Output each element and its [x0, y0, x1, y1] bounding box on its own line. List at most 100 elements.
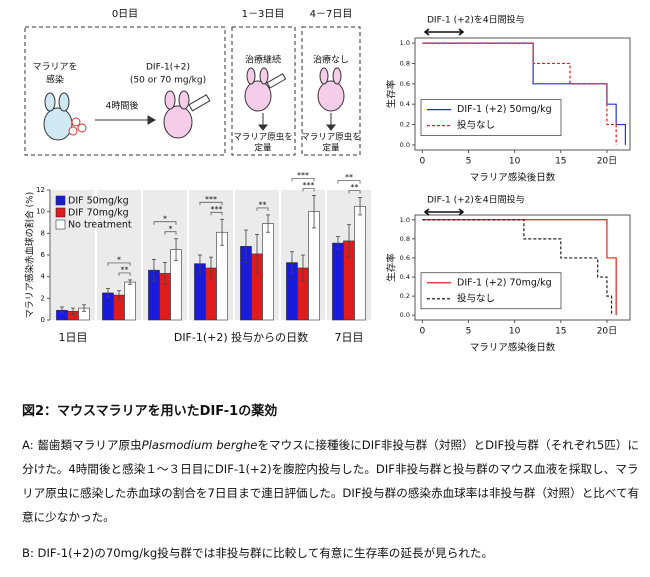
sig-bracket [199, 201, 223, 206]
x-tick-label: 0 [420, 327, 426, 337]
label: 治療継続 [245, 54, 281, 66]
survival-line [422, 219, 617, 316]
x-tick-label: 7日目 [335, 331, 364, 344]
sig-bracket [256, 207, 269, 211]
day-label: 4－7日目 [310, 9, 353, 20]
y-tick-label: 10 [36, 208, 45, 216]
sig-bracket [291, 178, 315, 182]
y-tick-label: 0.2 [400, 121, 410, 129]
paragraph-a: A: 齧歯類マラリア原虫Plasmodium bergheをマウスに接種後にDI… [22, 433, 640, 529]
legend-label: No treatment [68, 220, 132, 231]
y-tick-label: 1.0 [400, 39, 410, 47]
box-day13 [231, 26, 296, 156]
x-tick-label: 10 [509, 327, 521, 337]
y-tick-label: 8 [41, 229, 45, 237]
y-tick-label: 0.4 [400, 100, 410, 108]
error-bar [163, 262, 167, 285]
box-day0 [24, 26, 226, 156]
paragraph-b: B: DIF-1(+2)の70mg/kg投与群では非投与群に比較して有意に生存率… [22, 546, 494, 560]
sig-label: ** [345, 173, 353, 182]
legend-box [420, 272, 562, 310]
bar [124, 281, 136, 321]
error-bar [71, 307, 75, 315]
y-tick-label: 6 [41, 251, 46, 259]
y-tick-label: 0.2 [400, 292, 410, 300]
sig-bracket [118, 272, 131, 276]
label: 感染 [46, 74, 64, 86]
sig-bracket [164, 231, 177, 235]
sig-label: * [117, 255, 121, 264]
sig-bracket [153, 221, 177, 225]
legend-swatch [55, 219, 66, 230]
sig-label: * [169, 224, 173, 233]
error-bar [255, 234, 259, 274]
x-tick-label: 1日目 [59, 331, 88, 344]
label: DIF-1(+2) [146, 63, 190, 73]
legend-label: DIF-1 (+2) 70mg/kg [457, 277, 552, 288]
annotation: DIF-1 (+2)を4日間投与 [427, 194, 525, 206]
plot-frame [414, 37, 631, 151]
y-tick-label: 0.4 [400, 273, 410, 281]
x-tick-label: 0 [420, 157, 426, 167]
error-bar [289, 251, 294, 274]
text: をマウスに接種後にDIF非投与群（対照）とDIF投与群（それぞれ5匹）に分けた。… [22, 438, 640, 524]
annotation-arrow [423, 208, 465, 216]
annotation: DIF-1 (+2)を4日間投与 [427, 14, 525, 26]
label: マラリア原虫を [301, 132, 361, 143]
error-bar [335, 236, 340, 250]
y-axis-label: マラリア感染赤血球の割合 (%) [24, 192, 36, 318]
label: (50 or 70 mg/kg) [130, 76, 206, 86]
label: マラリア原虫を [233, 132, 293, 143]
x-tick-label: 5 [466, 157, 472, 167]
sig-bracket [348, 190, 361, 194]
x-axis-label: マラリア感染後日数 [470, 172, 556, 184]
day-label: 1－3日目 [242, 9, 285, 20]
error-bar [266, 214, 271, 233]
legend-label: 投与なし [457, 292, 495, 304]
x-axis-label: DIF-1(+2) 投与からの日数 [174, 330, 308, 344]
y-tick-label: 0.0 [400, 141, 410, 149]
figure: 0日目 1－3日目 4－7日目 マラリアを 感染 4時間後 DIF-1(+2) … [24, 9, 631, 354]
y-tick-label: 0.6 [400, 80, 410, 88]
y-tick-label: 4 [41, 273, 46, 281]
legend-swatch [55, 195, 66, 206]
y-tick-label: 0.8 [400, 235, 410, 243]
y-tick-label: 2 [41, 294, 45, 302]
x-tick-label: 10 [509, 157, 521, 167]
legend-swatch [55, 207, 66, 218]
error-bar [105, 288, 110, 298]
sig-label: ** [121, 265, 129, 274]
sig-bracket [210, 211, 223, 216]
sig-label: *** [205, 195, 217, 204]
y-tick-label: 12 [36, 186, 45, 194]
legend-label: DIF 70mg/kg [68, 208, 129, 219]
x-tick-label: 20日 [597, 326, 617, 337]
error-bar [243, 229, 248, 263]
error-bar [312, 195, 317, 229]
error-bar [128, 279, 133, 285]
y-tick-label: 0.6 [400, 254, 410, 262]
legend-label: DIF 50mg/kg [68, 196, 129, 207]
error-bar [347, 224, 351, 258]
sig-bracket [302, 188, 315, 192]
y-axis-label: 生存率 [386, 253, 398, 282]
sig-label: ** [351, 183, 359, 192]
error-bar [82, 304, 87, 312]
label: 定量 [322, 143, 340, 154]
y-axis-label: 生存率 [386, 79, 398, 108]
bar [332, 242, 344, 321]
sig-bracket [107, 262, 131, 266]
mouse-treated [163, 67, 345, 139]
x-axis-label: マラリア感染後日数 [470, 342, 556, 354]
caption-title: 図2：マウスマラリアを用いたDIF-1の薬効 [22, 404, 278, 419]
species: Plasmodium berghe [141, 438, 258, 452]
label: 定量 [254, 143, 272, 154]
caption: 図2：マウスマラリアを用いたDIF-1の薬効 A: 齧歯類マラリア原虫Plasm… [22, 400, 640, 577]
plot-frame [414, 214, 631, 321]
label: 治療なし [313, 54, 349, 66]
sig-label: *** [211, 205, 223, 214]
error-bar [59, 306, 64, 314]
error-bar [174, 238, 179, 261]
annotation-arrow [423, 28, 465, 36]
page: 0日目 1－3日目 4－7日目 マラリアを 感染 4時間後 DIF-1(+2) … [22, 9, 640, 560]
